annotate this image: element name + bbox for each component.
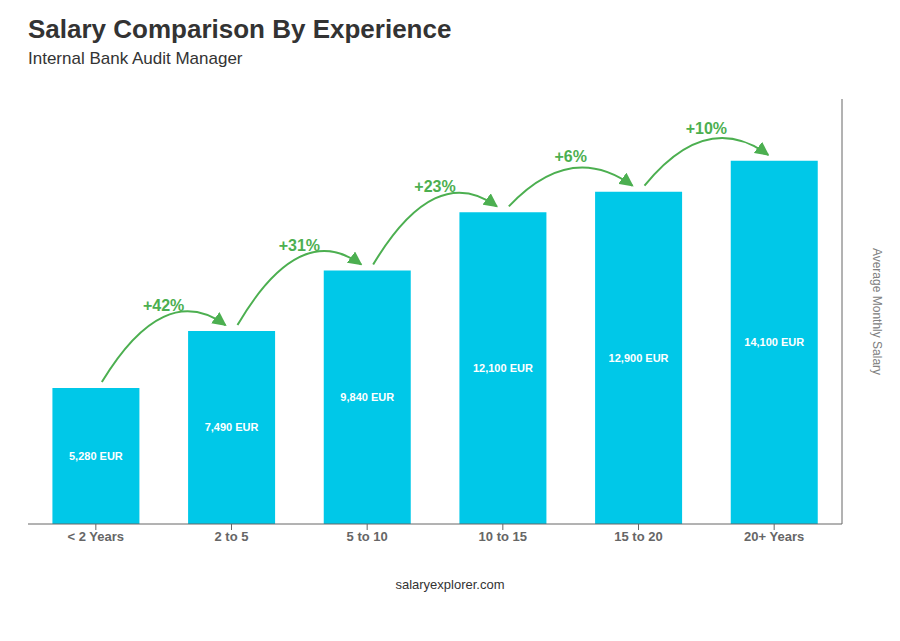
svg-text:+31%: +31% [279, 237, 320, 254]
html-text:Salary Comparison By Experienc: Salary Comparison By Experience [28, 14, 452, 44]
svg-text:12,100 EUR: 12,100 EUR [473, 362, 533, 374]
svg-text:10 to 15: 10 to 15 [479, 529, 527, 544]
svg-text:14,100 EUR: 14,100 EUR [744, 336, 804, 348]
svg-text:20+ Years: 20+ Years [744, 529, 804, 544]
svg-text:5 to 10: 5 to 10 [347, 529, 388, 544]
svg-text:15 to 20: 15 to 20 [614, 529, 662, 544]
svg-text:7,490 EUR: 7,490 EUR [205, 421, 259, 433]
svg-text:5,280 EUR: 5,280 EUR [69, 450, 123, 462]
svg-text:+6%: +6% [554, 148, 586, 165]
svg-text:Average Monthly Salary: Average Monthly Salary [870, 248, 884, 375]
svg-text:9,840 EUR: 9,840 EUR [340, 391, 394, 403]
svg-text:< 2 Years: < 2 Years [68, 529, 125, 544]
svg-text:12,900 EUR: 12,900 EUR [609, 352, 669, 364]
svg-text:+10%: +10% [686, 120, 727, 137]
html-text:salaryexplorer.com: salaryexplorer.com [395, 577, 505, 592]
svg-text:+42%: +42% [143, 297, 184, 314]
svg-text:+23%: +23% [414, 178, 455, 195]
html-text:Internal Bank Audit Manager: Internal Bank Audit Manager [28, 49, 243, 68]
svg-text:2 to 5: 2 to 5 [215, 529, 249, 544]
